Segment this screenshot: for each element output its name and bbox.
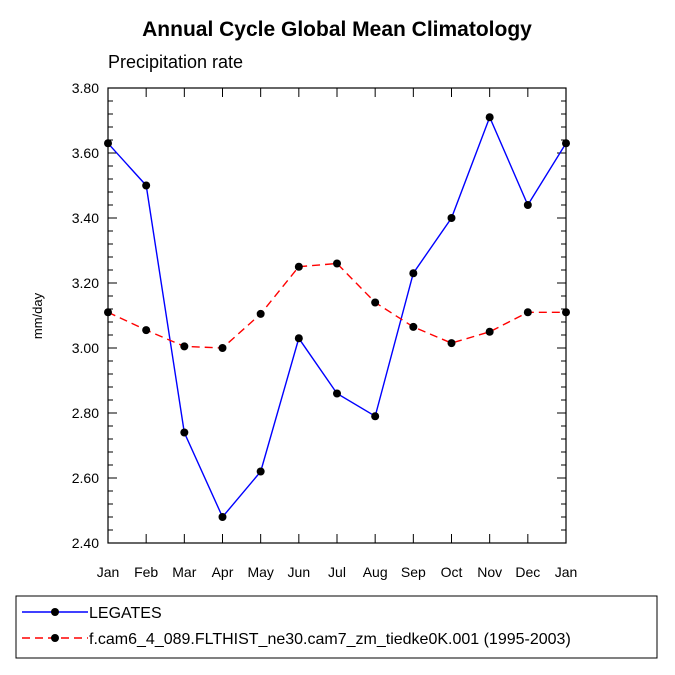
data-point	[447, 214, 456, 222]
y-tick-label: 3.60	[72, 145, 99, 161]
x-tick-label: Feb	[134, 564, 158, 580]
y-tick-label: 3.40	[72, 210, 99, 226]
legend-marker	[51, 608, 59, 616]
series-line	[107, 115, 567, 519]
data-point	[218, 513, 227, 521]
y-tick-label: 2.60	[72, 470, 99, 486]
axis-ticks	[107, 87, 567, 544]
series-legates	[104, 113, 570, 521]
data-point	[409, 322, 418, 331]
legend-box	[15, 595, 658, 659]
series-lines	[104, 113, 570, 521]
legend-label: f.cam6_4_089.FLTHIST_ne30.cam7_zm_tiedke…	[89, 631, 571, 648]
legend: LEGATES f.cam6_4_089.FLTHIST_ne30.cam7_zm…	[15, 595, 658, 659]
data-point	[485, 327, 494, 336]
data-point	[294, 334, 303, 343]
x-tick-label: Dec	[515, 564, 540, 580]
y-tick-label: 2.40	[72, 535, 99, 551]
x-tick-label: Jan	[555, 564, 578, 580]
y-tick-label: 3.80	[72, 80, 99, 96]
data-point	[333, 389, 341, 398]
data-point	[409, 269, 418, 278]
y-tick-label: 3.20	[72, 275, 99, 291]
data-point	[523, 308, 532, 317]
chart-subtitle: Precipitation rate	[108, 52, 243, 72]
data-point	[180, 428, 189, 437]
y-tick-label: 2.80	[72, 405, 99, 421]
series-model	[104, 259, 570, 352]
x-tick-label: Jun	[288, 564, 311, 580]
data-point	[447, 339, 456, 348]
data-point	[523, 201, 532, 209]
data-point	[142, 326, 151, 335]
legend-label: LEGATES	[89, 605, 162, 622]
x-tick-label: Nov	[477, 564, 502, 580]
legend-marker	[51, 634, 59, 642]
x-tick-label: Aug	[363, 564, 388, 580]
data-point	[142, 181, 151, 190]
x-tick-label: Jul	[328, 564, 346, 580]
x-tick-label: May	[247, 564, 273, 580]
data-point	[333, 259, 341, 268]
data-point	[371, 298, 380, 307]
plot-frame	[107, 87, 567, 544]
y-axis-label: mm/day	[30, 292, 45, 339]
x-tick-label: Oct	[441, 564, 463, 580]
legend-entry: LEGATES	[22, 605, 162, 622]
data-point	[294, 262, 303, 271]
data-point	[256, 309, 265, 318]
y-tick-label: 3.00	[72, 340, 99, 356]
data-point	[485, 113, 494, 122]
x-tick-label: Apr	[212, 564, 234, 580]
legend-entry: f.cam6_4_089.FLTHIST_ne30.cam7_zm_tiedke…	[22, 631, 571, 648]
data-point	[256, 467, 265, 476]
series-line	[107, 262, 566, 349]
data-point	[218, 344, 227, 352]
x-tick-label: Mar	[172, 564, 196, 580]
data-point	[180, 342, 189, 351]
tick-labels: Jan Feb Mar Apr May Jun Jul Aug Sep Oct Nov Dec Jan 2…	[72, 80, 578, 580]
chart-title: Annual Cycle Global Mean Climatology	[142, 18, 532, 41]
x-tick-label: Sep	[401, 564, 426, 580]
data-point	[371, 412, 380, 421]
x-tick-label: Jan	[97, 564, 120, 580]
